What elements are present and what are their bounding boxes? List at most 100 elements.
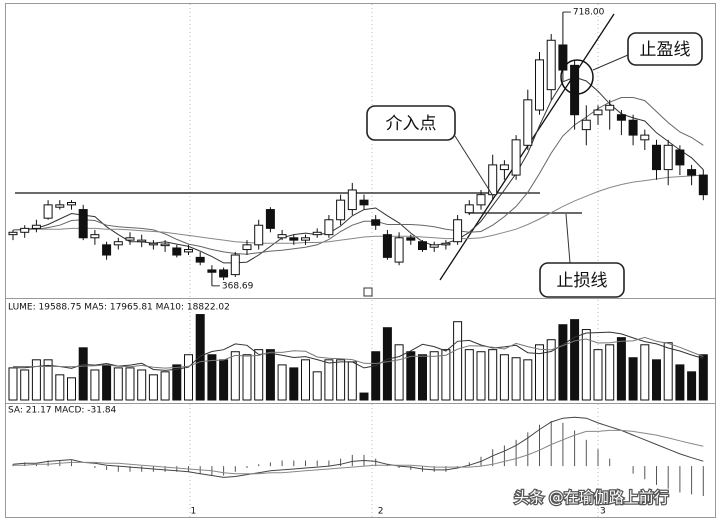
candle-body [8,231,18,236]
volume-bar [90,369,100,401]
candle-body [137,239,147,243]
candle-body [67,202,76,206]
candle-body [499,164,509,171]
volume-bar [558,324,568,401]
highlight-circle [560,59,594,95]
callout-text: 止盈线 [640,40,691,60]
candle-body [476,194,486,206]
callout-pointer [565,213,571,264]
candle-body [593,109,603,116]
candle-body [429,244,439,248]
min-label: 368.69 [222,281,254,291]
volume-bar [102,364,112,401]
candle-body [102,244,112,256]
volume-bar [640,344,650,401]
volume-bar [148,374,158,401]
candle-body [265,209,275,229]
volume-bar [476,351,486,401]
candle-body [31,224,41,229]
max-label: 718.00 [573,8,605,18]
volume-bar [160,371,170,401]
date-separators [189,4,599,517]
volume-bar [581,329,591,401]
volume-bar [394,344,404,401]
frame [5,3,716,518]
candle-body [148,242,158,246]
candle-body [324,219,334,236]
candle-body [347,189,357,211]
candle-body [254,224,264,246]
volume-bar [359,392,369,401]
volume-bar [652,359,661,401]
candle-body [90,234,100,239]
candle-body [277,234,287,239]
trend-line [439,13,615,281]
volume-bar [55,374,65,401]
candle-body [535,59,544,111]
volume-average-line [13,336,704,369]
candle-body [663,144,673,171]
volume-bar [301,359,310,401]
volume-bar [219,359,229,401]
volume-bar [20,369,30,401]
candle-body [113,241,123,246]
candle-body [406,237,416,241]
volume-bar [593,349,603,401]
candle-body [184,249,193,253]
volume-bar [406,351,416,401]
candle-body [336,199,346,221]
candle-body [546,39,556,91]
candle-body [55,204,65,208]
volume-bar [195,314,205,401]
volume-bar [347,361,357,401]
volume-bar [698,354,708,401]
volume-bar [675,364,685,401]
candle-body [359,199,369,206]
volume-bar [570,319,580,401]
volume-bar [43,359,53,401]
candle-body [382,234,392,258]
volume-bar [265,349,275,401]
candle-body [511,139,521,176]
callout-text: 介入点 [386,114,437,134]
volume-bar [277,364,287,401]
volume-bar [453,321,463,401]
volume-bar [616,337,626,401]
volume-bar [289,367,299,401]
volume-bar [207,354,217,401]
marker-icon [363,287,373,297]
volume-bar [312,371,322,401]
candle-body [230,254,240,276]
candle-body [464,204,474,214]
callout-box [366,105,456,141]
volume-bar [441,349,451,401]
moving-average-line [13,97,704,255]
candle-body [394,237,404,263]
volume-bar [230,351,240,401]
x-tick-label: 2 [378,507,384,517]
candle-body [195,256,205,263]
volume-bar [67,377,76,401]
candle-body [301,237,310,241]
candle-body [698,174,708,196]
candle-body [640,134,650,141]
volume-bar [687,371,697,401]
candle-body [219,269,229,278]
volume-bar [137,369,147,401]
macd-header: SA: 21.17 MACD: -31.84 [8,406,117,416]
moving-average-line [13,174,704,244]
watermark: 头条 @在瑜伽路上前行 [514,489,669,507]
volume-bar [382,327,392,401]
candle-body [581,119,591,131]
callout-pointer [454,135,494,197]
volume-bar [172,364,182,401]
candle-body [523,99,533,146]
candle-body [78,209,88,239]
volume-bar [242,354,252,401]
volume-bar [125,367,135,401]
volume-bar [31,359,41,401]
volume-bar [535,344,544,401]
volume-bar [254,349,264,401]
candle-body [160,243,170,247]
candle-body [43,204,53,219]
